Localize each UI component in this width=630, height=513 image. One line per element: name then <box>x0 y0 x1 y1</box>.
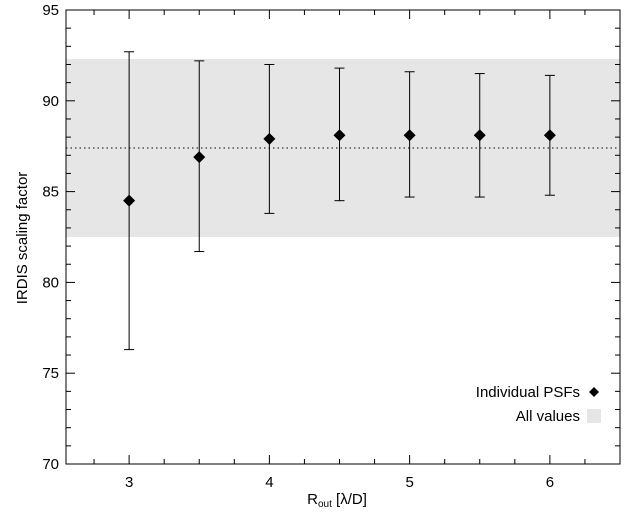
legend-label-all-values: All values <box>516 408 580 425</box>
axis-layer: 3 4 5 6 70 75 80 85 90 95 <box>42 2 621 491</box>
y-tick-label: 70 <box>42 456 59 473</box>
data-point-diamond <box>403 129 416 142</box>
x-tick-label: 3 <box>125 474 133 491</box>
y-tick-label: 80 <box>42 274 59 291</box>
y-tick-label: 90 <box>42 93 59 110</box>
y-tick-label: 95 <box>42 2 59 19</box>
x-axis-label-main: R <box>307 491 318 508</box>
x-tick-label: 6 <box>546 474 554 491</box>
plot-frame <box>65 9 621 465</box>
x-axis-label: Rout [λ/D] <box>307 491 367 510</box>
all-values-band <box>66 59 620 238</box>
data-layer <box>123 51 556 351</box>
band-layer <box>66 59 620 238</box>
legend-marker-diamond <box>589 387 599 397</box>
data-point-diamond <box>123 194 136 207</box>
y-tick-label: 85 <box>42 184 59 201</box>
y-axis-label: IRDIS scaling factor <box>14 172 31 305</box>
data-point-diamond <box>473 129 486 142</box>
data-point-diamond <box>333 129 346 142</box>
x-tick-label: 5 <box>405 474 413 491</box>
data-point-diamond <box>193 151 206 164</box>
legend-swatch-band <box>587 409 601 423</box>
data-point-diamond <box>263 132 276 145</box>
legend-label-individual-psfs: Individual PSFs <box>476 384 580 401</box>
x-axis-label-subscript: out <box>318 499 332 510</box>
x-tick-label: 4 <box>265 474 273 491</box>
legend: Individual PSFs All values <box>476 384 601 425</box>
y-tick-label: 75 <box>42 365 59 382</box>
x-axis-label-units: [λ/D] <box>332 491 367 508</box>
data-point-diamond <box>543 129 556 142</box>
